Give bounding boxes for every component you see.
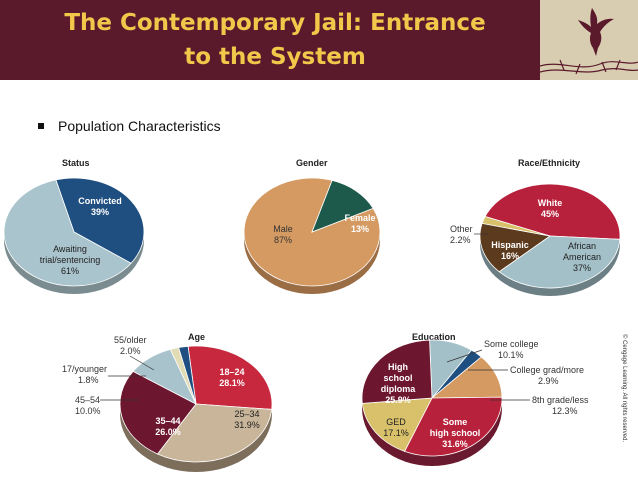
slice-label: 18–24 xyxy=(219,367,244,377)
leader-line xyxy=(129,355,155,371)
slice-pct: 12.3% xyxy=(552,406,578,416)
slice-label-line2: high school xyxy=(430,428,481,438)
slide-title-line2: to the System xyxy=(184,44,366,70)
pie-slice-white xyxy=(484,183,621,240)
slice-pct: 1.8% xyxy=(78,375,99,385)
chart-education: Education Some college 10.1% College gra… xyxy=(361,332,589,466)
slice-label-line1: African xyxy=(568,241,596,251)
slide-header: The Contemporary Jail: Entrance to the S… xyxy=(0,0,638,80)
bird-logo-icon xyxy=(539,8,638,75)
slice-label-line1: Some xyxy=(443,417,468,427)
pie-slice-some-high-school xyxy=(404,396,503,457)
slice-label: Female xyxy=(344,213,375,223)
chart-title: Gender xyxy=(296,158,328,168)
pie-slice-awaiting xyxy=(3,179,132,287)
slice-pct: 31.9% xyxy=(234,420,260,430)
bullet-item: Population Characteristics xyxy=(38,118,221,134)
chart-gender: Gender Male 87% Female 13% xyxy=(243,158,381,294)
leader-line xyxy=(446,349,483,363)
barbed-wire-icon xyxy=(539,61,638,68)
slice-pct: 2.2% xyxy=(450,235,471,245)
slice-pct: 2.9% xyxy=(538,376,559,386)
slice-pct: 25.9% xyxy=(385,395,411,405)
slide-title: The Contemporary Jail: Entrance to the S… xyxy=(60,6,490,74)
pie-slice-25-34 xyxy=(156,403,273,463)
slice-label: 25–34 xyxy=(234,409,259,419)
pie-slice-18-24 xyxy=(187,345,273,410)
slice-label: Hispanic xyxy=(491,240,529,250)
slice-pct: 28.1% xyxy=(219,378,245,388)
bullet-text: Population Characteristics xyxy=(58,118,221,134)
logo-panel xyxy=(539,0,638,80)
slice-pct: 87% xyxy=(274,235,292,245)
pie-slice-55-older xyxy=(178,345,197,405)
slice-pct: 13% xyxy=(351,224,369,234)
slice-label-line1: Awaiting xyxy=(53,244,87,254)
slice-label: 55/older xyxy=(114,335,147,345)
chart-status: Status Convicted 39% Awaiting trial/sent… xyxy=(3,158,145,294)
slice-label: 45–54 xyxy=(75,395,100,405)
slice-pct: 17.1% xyxy=(383,428,409,438)
slice-label: Some college xyxy=(484,339,539,349)
pie-slice-other xyxy=(481,216,551,237)
chart-title: Status xyxy=(62,158,90,168)
slice-label: 8th grade/less xyxy=(532,395,589,405)
pie-slice-hispanic xyxy=(479,222,552,273)
pie-slice-hs-diploma xyxy=(361,339,433,404)
chart-title: Education xyxy=(412,332,456,342)
slice-label: Convicted xyxy=(78,196,122,206)
bullet-square-icon xyxy=(38,123,44,130)
chart-race: Race/Ethnicity White 45% African America… xyxy=(450,158,621,296)
slice-label-line1: High xyxy=(388,362,408,372)
slice-pct: 39% xyxy=(91,207,109,217)
slice-pct: 16% xyxy=(501,251,519,261)
pie-slice-35-44 xyxy=(119,370,197,455)
slice-pct: 2.0% xyxy=(120,346,141,356)
slice-label: 35–44 xyxy=(155,416,180,426)
chart-title: Race/Ethnicity xyxy=(518,158,580,168)
slice-label-line2: trial/sentencing xyxy=(40,255,101,265)
slice-pct: 10.0% xyxy=(75,406,101,416)
pie-slice-ged xyxy=(361,397,433,452)
slice-label-line2: school xyxy=(383,373,412,383)
copyright-notice: © Cengage Learning. All rights reserved. xyxy=(621,334,628,442)
slice-pct: 61% xyxy=(61,266,79,276)
slice-pct: 31.6% xyxy=(442,439,468,449)
slice-label: White xyxy=(538,198,563,208)
slice-pct: 45% xyxy=(541,209,559,219)
slice-pct: 37% xyxy=(573,263,591,273)
pie-slice-african-american xyxy=(498,235,621,289)
slice-pct: 26.0% xyxy=(155,427,181,437)
pie-slice-female xyxy=(311,179,374,233)
slice-label: Other xyxy=(450,224,473,234)
chart-age: Age 18–24 28.1% 25–34 31.9% 35–44 26.0% … xyxy=(62,332,273,472)
slice-label: GED xyxy=(386,417,406,427)
slice-label: College grad/more xyxy=(510,365,584,375)
chart-title: Age xyxy=(188,332,205,342)
slide-title-line1: The Contemporary Jail: Entrance xyxy=(64,10,486,36)
slice-label-line3: diploma xyxy=(381,384,416,394)
slice-pct: 10.1% xyxy=(498,350,524,360)
slice-label: 17/younger xyxy=(62,364,107,374)
pie-slice-convicted xyxy=(55,177,145,264)
slice-label: Male xyxy=(273,224,293,234)
slice-label-line2: American xyxy=(563,252,601,262)
